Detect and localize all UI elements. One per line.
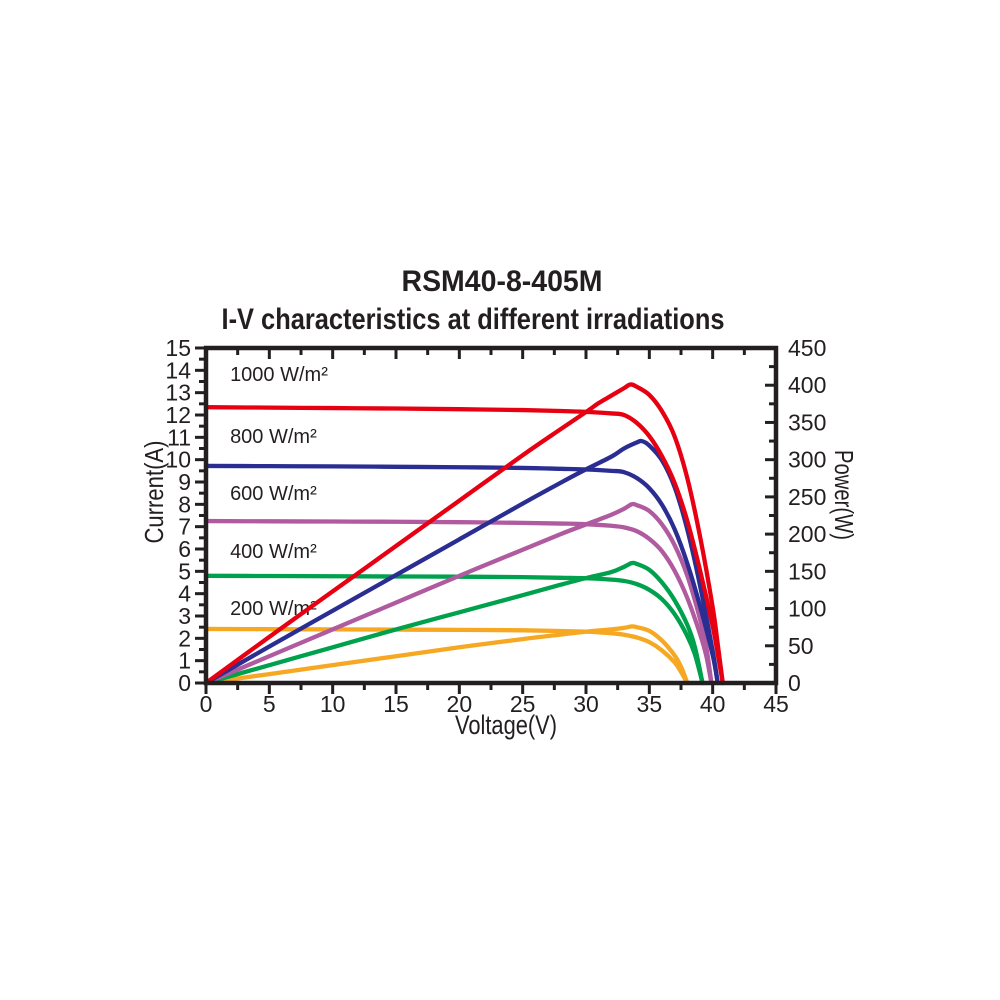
iv-curve-800 [203, 463, 720, 686]
y-right-tick-label: 0 [788, 670, 801, 696]
x-tick-label: 0 [200, 691, 213, 717]
x-tick-label: 25 [510, 691, 536, 717]
y-left-tick-label: 4 [178, 581, 191, 607]
pv-curve-200 [203, 624, 690, 686]
pv-curve-800 [203, 438, 720, 686]
x-tick-label: 40 [700, 691, 726, 717]
y-right-tick-label: 300 [788, 447, 826, 473]
y-left-tick-label: 14 [165, 357, 191, 383]
y-left-tick-label: 11 [167, 424, 191, 450]
y-left-tick-label: 5 [178, 558, 191, 584]
pv-curve-1000 [203, 382, 725, 686]
y-left-tick-label: 0 [178, 670, 191, 696]
series-label-600: 600 W/m² [230, 483, 317, 505]
x-tick-label: 45 [763, 691, 789, 717]
y-left-tick-label: 1 [178, 648, 191, 674]
y-axis-title-current: Current(A) [139, 441, 169, 544]
y-right-tick-label: 150 [788, 558, 826, 584]
y-left-tick-label: 2 [178, 625, 191, 651]
x-tick-label: 20 [447, 691, 473, 717]
series-1000 [203, 382, 725, 686]
y-left-tick-label: 9 [178, 469, 191, 495]
y-left-tick-label: 8 [178, 491, 191, 517]
x-tick-label: 10 [320, 691, 346, 717]
series-labels: 200 W/m² 400 W/m² 600 W/m² 800 W/m² 1000 W/m… [230, 364, 328, 620]
iv-curve-1000 [203, 405, 725, 686]
y-left-tick-label: 13 [165, 380, 191, 406]
y-right-tick-label: 450 [788, 335, 826, 361]
y-left-tick-label: 10 [165, 447, 191, 473]
y-right-tick-label: 50 [788, 633, 814, 659]
plot-area: 200 W/m² 400 W/m² 600 W/m² 800 W/m² 1000 W/m… [165, 335, 826, 717]
x-tick-label: 15 [383, 691, 409, 717]
y-right-tick-label: 350 [788, 409, 826, 435]
y-left-tick-label: 15 [165, 335, 191, 361]
x-tick-label: 35 [637, 691, 663, 717]
series-600 [203, 501, 714, 686]
y-right-tick-label: 400 [788, 372, 826, 398]
chart-subtitle: I-V characteristics at different irradia… [222, 303, 725, 336]
iv-curve-600 [203, 518, 714, 686]
x-tick-label: 5 [263, 691, 276, 717]
x-tick-label: 30 [573, 691, 599, 717]
y-left-tick-label: 6 [178, 536, 191, 562]
series-label-1000: 1000 W/m² [230, 364, 328, 386]
series-800 [203, 438, 720, 686]
x-axis-title: Voltage(V) [455, 710, 557, 740]
pv-curve-600 [203, 501, 714, 686]
series-400 [203, 560, 705, 686]
series-label-200: 200 W/m² [230, 598, 317, 620]
series-label-400: 400 W/m² [230, 541, 317, 563]
y-right-tick-label: 100 [788, 596, 826, 622]
y-left-tick-label: 12 [165, 402, 191, 428]
y-left-tick-label: 3 [178, 603, 191, 629]
y-left-tick-label: 7 [178, 514, 191, 540]
y-axis-title-power: Power(W) [829, 450, 859, 540]
iv-curve-400 [203, 573, 705, 686]
series-label-800: 800 W/m² [230, 426, 317, 448]
x-tick-labels: 0 5 10 15 20 25 30 35 40 45 [200, 691, 789, 717]
chart-title: RSM40-8-405M [402, 265, 603, 298]
y-right-tick-label: 250 [788, 484, 826, 510]
pv-curve-400 [203, 560, 705, 686]
axis-ticks [195, 346, 778, 694]
series-200 [203, 624, 690, 686]
y-right-tick-labels: 0 50 100 150 200 250 300 350 400 450 [788, 335, 826, 696]
y-right-tick-label: 200 [788, 521, 826, 547]
